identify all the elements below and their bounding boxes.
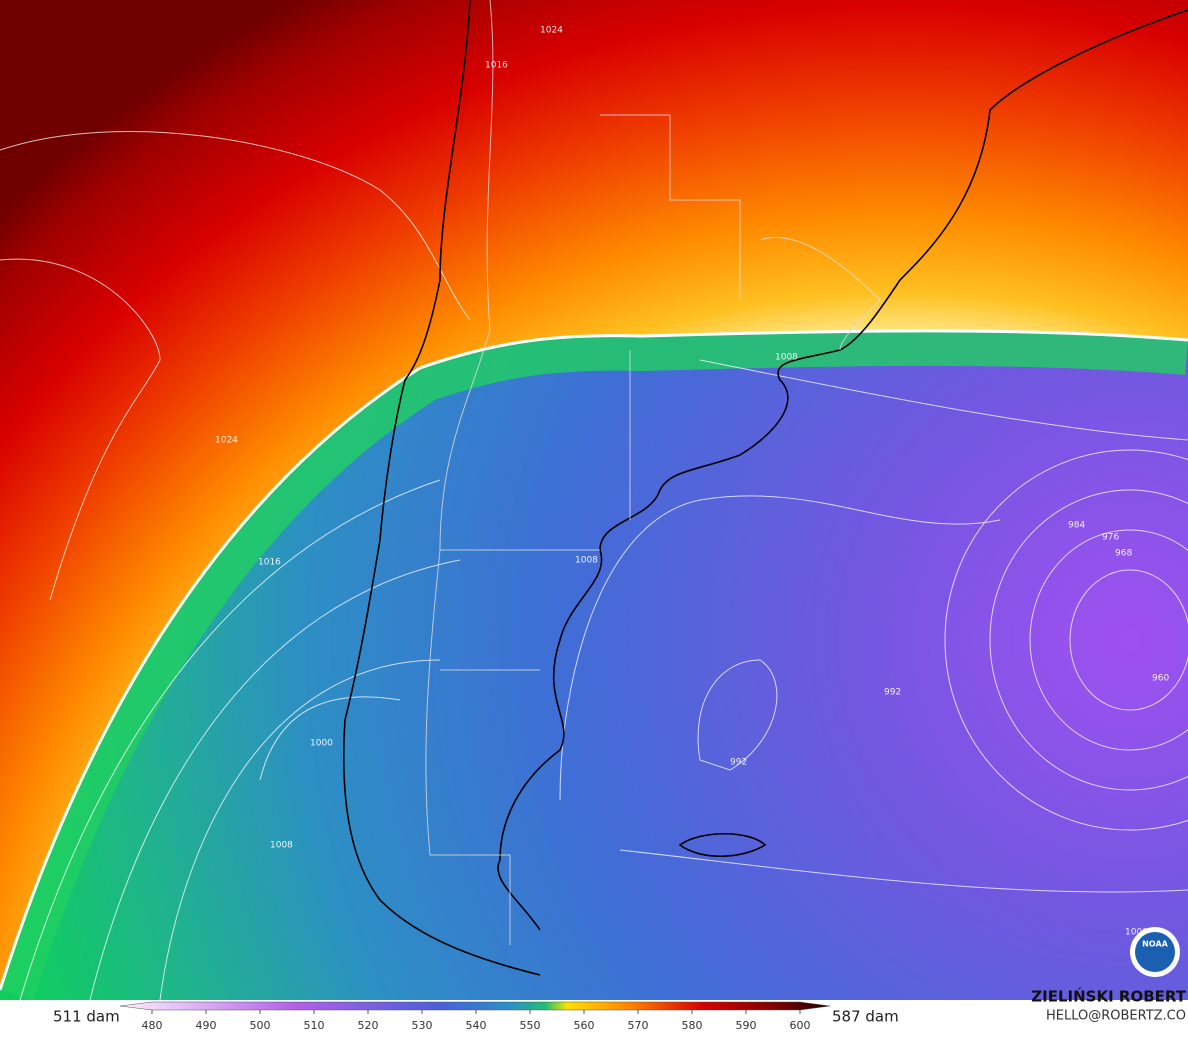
colorbar-tick-label: 550 xyxy=(520,1019,541,1032)
contour-label: 1016 xyxy=(485,61,508,71)
colorbar-tick-label: 580 xyxy=(682,1019,703,1032)
colorbar-tick-label: 560 xyxy=(574,1019,595,1032)
colorbar-tick-label: 540 xyxy=(466,1019,487,1032)
contour-label: 960 xyxy=(1152,674,1169,684)
colorbar-tick-label: 530 xyxy=(412,1019,433,1032)
colorbar-tick-label: 600 xyxy=(790,1019,811,1032)
colorbar-tick-label: 490 xyxy=(196,1019,217,1032)
logo: NOAA xyxy=(1130,927,1180,977)
contour-label: 992 xyxy=(730,758,747,768)
boundary xyxy=(0,329,1188,991)
colorbar-max-label: 587 dam xyxy=(832,1008,899,1026)
colorbar-tick-label: 520 xyxy=(358,1019,379,1032)
colorbar-tick-label: 590 xyxy=(736,1019,757,1032)
contour-labels: 1024 1016 1016 1024 1008 1008 1000 1008 … xyxy=(215,26,1169,938)
logo-text: NOAA xyxy=(1142,940,1168,949)
contour-label: 1024 xyxy=(215,436,238,446)
contour-label: 1000 xyxy=(310,739,333,749)
contour-label: 1000 xyxy=(1125,928,1148,938)
colorbar-ticks: 480 490 500 510 520 530 540 550 560 570 580 590 600 xyxy=(142,1010,811,1032)
contour-label: 1008 xyxy=(575,556,598,566)
colorbar-tick-label: 510 xyxy=(304,1019,325,1032)
colorbar-tick-label: 570 xyxy=(628,1019,649,1032)
contour-label: 976 xyxy=(1102,533,1119,543)
credit-name: ZIELIŃSKI ROBERT xyxy=(1031,987,1186,1006)
contour-label: 1008 xyxy=(775,353,798,363)
colorbar-min-label: 511 dam xyxy=(53,1008,120,1026)
contour-label: 968 xyxy=(1115,549,1132,559)
colorbar xyxy=(119,1001,831,1011)
isobars xyxy=(0,130,1188,1001)
colorbar-tick-label: 500 xyxy=(250,1019,271,1032)
credit-email: HELLO@ROBERTZ.CO xyxy=(1046,1009,1186,1024)
coastline xyxy=(342,0,1188,976)
colorbar-tick-label: 480 xyxy=(142,1019,163,1032)
contour-label: 1016 xyxy=(258,558,281,568)
contour-label: 984 xyxy=(1068,521,1085,531)
borders xyxy=(425,0,881,945)
contour-label: 1024 xyxy=(540,26,563,36)
contour-label: 992 xyxy=(884,688,901,698)
logo-disc xyxy=(1135,932,1175,972)
contour-label: 1008 xyxy=(270,841,293,851)
